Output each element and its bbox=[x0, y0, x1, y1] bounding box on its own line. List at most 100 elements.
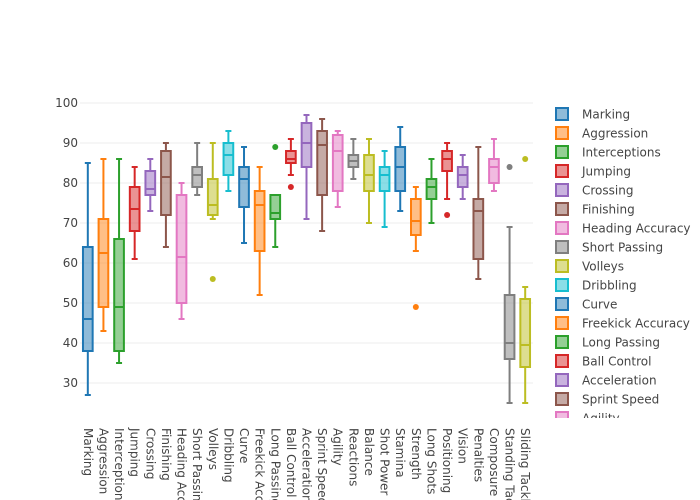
x-tick-label: Long Shots bbox=[424, 428, 438, 494]
box-trace[interactable] bbox=[472, 146, 485, 280]
legend-item[interactable]: Long Passing bbox=[555, 335, 660, 350]
x-tick-label: Marking bbox=[81, 428, 95, 476]
x-tick-label: Crossing bbox=[143, 428, 157, 479]
legend[interactable]: Marking Aggression Interceptions Jumping Cro… bbox=[555, 107, 691, 426]
x-tick-label: Vision bbox=[456, 428, 470, 464]
y-tick-label: 70 bbox=[63, 216, 78, 230]
outlier-point bbox=[272, 144, 279, 150]
legend-item[interactable]: Heading Accuracy bbox=[555, 221, 691, 236]
legend-swatch-icon bbox=[555, 107, 569, 121]
legend-swatch-icon bbox=[555, 202, 569, 216]
legend-item[interactable]: Finishing bbox=[555, 202, 635, 217]
box-trace[interactable] bbox=[519, 156, 532, 404]
legend-swatch-icon bbox=[555, 392, 569, 406]
box-iqr bbox=[316, 130, 328, 196]
box-trace[interactable] bbox=[175, 182, 188, 320]
legend-label: Freekick Accuracy bbox=[582, 317, 690, 331]
x-tick-label: Dribbling bbox=[221, 428, 235, 483]
legend-label: Heading Accuracy bbox=[582, 222, 691, 236]
legend-item[interactable]: Ball Control bbox=[555, 354, 651, 369]
outlier-point bbox=[209, 276, 216, 282]
box-trace[interactable] bbox=[503, 164, 516, 404]
x-tick-label: Agility bbox=[331, 428, 345, 466]
y-tick-label: 100 bbox=[55, 96, 78, 110]
legend-label: Short Passing bbox=[582, 241, 663, 255]
legend-item[interactable]: Aggression bbox=[555, 126, 648, 141]
legend-item[interactable]: Dribbling bbox=[555, 278, 637, 293]
box-trace[interactable] bbox=[410, 186, 422, 310]
x-tick-label: Balance bbox=[362, 428, 376, 476]
legend-item[interactable]: Marking bbox=[555, 107, 630, 122]
x-tick-label: Heading Accuracy bbox=[175, 428, 189, 500]
box-iqr bbox=[331, 134, 344, 192]
x-tick-label: Acceleration bbox=[300, 428, 314, 500]
box-trace[interactable] bbox=[269, 144, 282, 248]
box-trace[interactable] bbox=[441, 142, 453, 218]
legend-item[interactable]: Short Passing bbox=[555, 240, 663, 255]
legend-item[interactable]: Curve bbox=[555, 297, 617, 312]
legend-swatch-icon bbox=[555, 316, 569, 330]
box-trace[interactable] bbox=[238, 146, 250, 244]
x-tick-label: Standing Tackle bbox=[503, 428, 517, 500]
box-trace[interactable] bbox=[394, 126, 407, 212]
box-trace[interactable] bbox=[456, 154, 469, 200]
box-trace[interactable] bbox=[97, 158, 110, 332]
x-tick-label: Freekick Accuracy bbox=[253, 428, 267, 500]
legend-item[interactable]: Crossing bbox=[555, 183, 633, 198]
box-trace[interactable] bbox=[363, 138, 375, 224]
legend-item[interactable]: Jumping bbox=[555, 164, 631, 179]
x-tick-label: Strength bbox=[409, 428, 423, 480]
box-trace[interactable] bbox=[347, 138, 360, 180]
outlier-point bbox=[506, 164, 513, 170]
box-trace[interactable] bbox=[128, 166, 141, 260]
legend-swatch-icon bbox=[555, 373, 569, 387]
box-trace[interactable] bbox=[191, 142, 203, 196]
legend-swatch-icon bbox=[555, 164, 569, 178]
box-iqr bbox=[503, 294, 516, 360]
legend-swatch-icon bbox=[555, 411, 569, 418]
box-iqr bbox=[456, 166, 469, 188]
x-tick-label: Ball Control bbox=[284, 428, 298, 497]
box-iqr bbox=[160, 150, 172, 216]
box-iqr bbox=[488, 158, 500, 184]
box-trace[interactable] bbox=[253, 166, 266, 296]
x-tick-label: Reactions bbox=[346, 428, 360, 486]
x-tick-label: Sprint Speed bbox=[315, 428, 329, 500]
box-trace[interactable] bbox=[222, 130, 235, 192]
box-iqr bbox=[285, 150, 297, 164]
box-trace[interactable] bbox=[331, 130, 344, 208]
legend-item[interactable]: Volleys bbox=[555, 259, 624, 274]
legend-item[interactable]: Acceleration bbox=[555, 373, 657, 388]
legend-label: Interceptions bbox=[582, 146, 661, 160]
box-trace[interactable] bbox=[378, 150, 391, 228]
box-trace[interactable] bbox=[144, 158, 157, 212]
legend-label: Aggression bbox=[582, 127, 648, 141]
x-tick-label: Aggression bbox=[96, 428, 110, 494]
legend-swatch-icon bbox=[555, 354, 569, 368]
x-tick-label: Curve bbox=[237, 428, 251, 463]
box-traces bbox=[81, 114, 532, 404]
outlier-point bbox=[412, 304, 419, 310]
box-trace[interactable] bbox=[316, 118, 328, 232]
box-trace[interactable] bbox=[81, 162, 94, 396]
box-trace[interactable] bbox=[425, 158, 438, 224]
box-trace[interactable] bbox=[488, 138, 500, 192]
legend-item[interactable]: Agility bbox=[555, 411, 620, 426]
legend-item[interactable]: Sprint Speed bbox=[555, 392, 659, 407]
box-iqr bbox=[113, 238, 125, 352]
box-trace[interactable] bbox=[113, 158, 125, 364]
legend-item[interactable]: Freekick Accuracy bbox=[555, 316, 690, 331]
box-iqr bbox=[269, 194, 282, 220]
legend-swatch-icon bbox=[555, 126, 569, 140]
legend-label: Ball Control bbox=[582, 355, 651, 369]
box-trace[interactable] bbox=[206, 142, 219, 282]
box-trace[interactable] bbox=[285, 138, 297, 190]
x-tick-label: Short Passing bbox=[190, 428, 204, 500]
outlier-point bbox=[522, 156, 529, 162]
legend-label: Finishing bbox=[582, 203, 635, 217]
box-trace[interactable] bbox=[160, 142, 172, 248]
box-trace[interactable] bbox=[300, 114, 313, 220]
legend-item[interactable]: Interceptions bbox=[555, 145, 661, 160]
legend-label: Acceleration bbox=[582, 374, 657, 388]
